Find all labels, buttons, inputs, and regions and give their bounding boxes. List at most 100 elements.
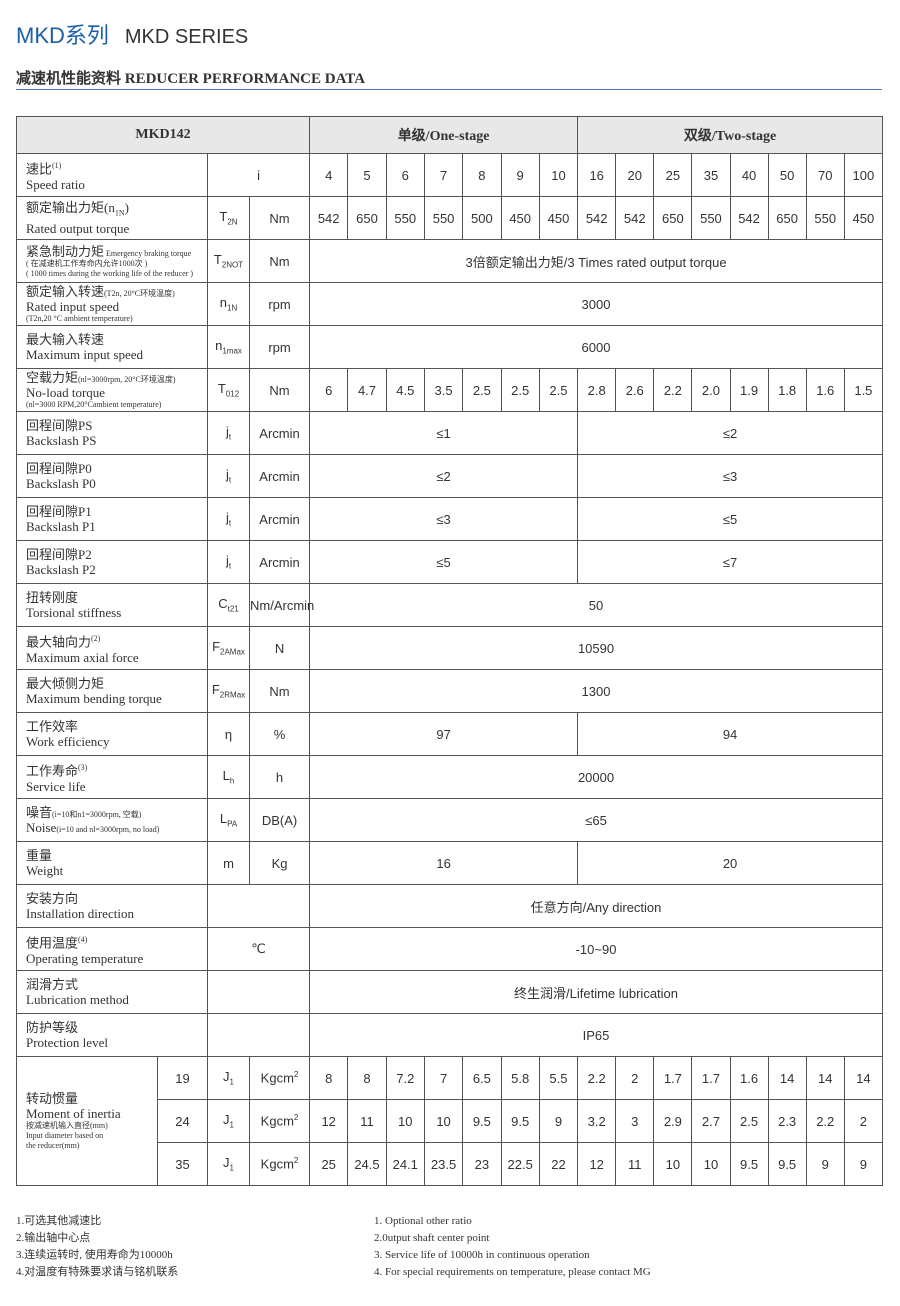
- symbol: F: [212, 639, 221, 655]
- value-cell: 22.5: [500, 1142, 540, 1186]
- unit-cell: DB(A): [248, 798, 311, 842]
- label-zh-text: 紧急制动力矩: [26, 243, 105, 259]
- label-en: Noise(i=10 and nl=3000rpm, no load): [26, 820, 207, 835]
- value-cell: 10: [691, 1142, 731, 1186]
- unit-cell: rpm: [248, 282, 311, 326]
- symbol-sub: 2RMax: [219, 690, 246, 700]
- value-cell: 2: [615, 1056, 655, 1100]
- symbol: T: [219, 209, 228, 225]
- symbol-cell: LPA: [207, 798, 250, 842]
- unit: Kgcm: [260, 1113, 294, 1129]
- table-row: 噪音(i=10和n1=3000rpm, 空载) Noise(i=10 and nl…: [16, 798, 883, 842]
- label-zh: 转动惯量: [26, 1091, 79, 1106]
- value-cell: 9: [500, 153, 540, 197]
- value-cell: 50: [767, 153, 807, 197]
- unit: Kgcm: [260, 1070, 294, 1086]
- label-en: Torsional stiffness: [26, 605, 207, 620]
- input-diameter: 35: [157, 1142, 208, 1186]
- row-label: 润滑方式 Lubrication method: [16, 970, 208, 1014]
- table-row: 回程间隙P2 Backslash P2 jt Arcmin ≤5 ≤7: [16, 540, 883, 584]
- label-en-text: Rated input speed: [26, 299, 120, 314]
- unit: Kgcm: [260, 1156, 294, 1172]
- all-value: 3000: [309, 282, 883, 326]
- value-cell: 500: [462, 196, 502, 240]
- one-stage-value: ≤1: [309, 411, 579, 455]
- symbol-sub: t21: [227, 604, 239, 614]
- label-en-text: Operating temperature: [26, 950, 144, 966]
- label-en: Backslash P2: [26, 562, 207, 577]
- value-cell: 24.1: [385, 1142, 425, 1186]
- value-cell: 14: [843, 1056, 884, 1100]
- value-cell: 2.2: [577, 1056, 617, 1100]
- label-zh: 最大倾侧力矩: [26, 676, 207, 691]
- value-cell: 6: [385, 153, 425, 197]
- label-zh: 防护等级: [26, 1020, 207, 1035]
- two-stage-value: 20: [577, 841, 883, 885]
- footnote-ref: (1): [52, 161, 62, 171]
- label-en: Installation direction: [26, 906, 207, 921]
- symbol: J: [223, 1069, 230, 1085]
- value-cell: 24.5: [347, 1142, 387, 1186]
- label-note: ( 1000 times during the working life of …: [26, 268, 194, 278]
- label-en: Rated input speed: [26, 299, 207, 314]
- symbol-sub: 012: [225, 389, 240, 399]
- footnotes-en: 1. Optional other ratio 2.0utput shaft ce…: [374, 1213, 651, 1281]
- symbol: F: [211, 682, 220, 698]
- one-stage-value: ≤3: [309, 497, 579, 541]
- label-note: (T2n,20 °C ambient temperature): [26, 314, 133, 323]
- unit-cell: N: [248, 626, 311, 670]
- row-label: 紧急制动力矩 Emergency braking torque( 在减速机工作寿…: [16, 239, 208, 283]
- symbol-sub: 2AMax: [220, 647, 245, 657]
- label-en-text: Torsional stiffness: [26, 605, 122, 620]
- symbol-sub: 2N: [227, 217, 238, 227]
- value-cell: 5.5: [538, 1056, 579, 1100]
- unit-cell: Arcmin: [248, 540, 311, 584]
- footnote-ref: (4): [78, 935, 88, 945]
- label-zh: 回程间隙P0: [26, 461, 207, 476]
- label-en: Protection level: [26, 1035, 207, 1050]
- value-cell: 6: [309, 368, 349, 412]
- label-zh-sub: 1N: [114, 208, 125, 218]
- value-cell: 9.5: [729, 1142, 769, 1186]
- label-note: Input diameter based on: [26, 1131, 104, 1140]
- label-zh-tail: ): [124, 200, 129, 216]
- symbol-sub: PA: [227, 819, 238, 829]
- one-stage-value: ≤5: [309, 540, 579, 584]
- label-en: Service life: [26, 779, 207, 794]
- value-cell: 1.9: [729, 368, 769, 412]
- value-cell: 5: [347, 153, 387, 197]
- label-zh-text: 防护等级: [26, 1020, 79, 1035]
- label-zh-note: (nl=3000rpm, 20°C环境温度): [78, 375, 176, 384]
- label-en: Maximum bending torque: [26, 691, 207, 706]
- symbol-cell: J1: [207, 1142, 250, 1186]
- footnote: 3.连续运转时, 使用寿命为10000h: [16, 1249, 173, 1261]
- table-row: 润滑方式 Lubrication method 终生润滑/Lifetime lubr…: [16, 970, 883, 1014]
- label-en-text: Speed ratio: [26, 176, 85, 192]
- row-label: 工作效率 Work efficiency: [16, 712, 208, 756]
- inertia-row: 35 J1 Kgcm2 25 24.5 24.1 23.5 23 22.5 22 12 11 10 10 9…: [17, 1142, 884, 1186]
- symbol-cell: n1max: [207, 325, 250, 369]
- value-cell: 550: [423, 196, 464, 240]
- row-label: 工作寿命(3) Service life: [16, 755, 208, 799]
- all-value: 1300: [309, 669, 883, 713]
- symbol-sub: t: [228, 432, 232, 442]
- value-cell: 650: [653, 196, 693, 240]
- label-zh-text: 噪音: [26, 805, 53, 820]
- table-row: 最大输入转速 Maximum input speed n1max rpm 6000: [16, 325, 883, 369]
- value-cell: 23: [462, 1142, 502, 1186]
- two-stage-value: ≤2: [577, 411, 883, 455]
- label-en-text: Installation direction: [26, 906, 134, 921]
- label-zh: 回程间隙P1: [26, 504, 207, 519]
- symbol: J: [223, 1112, 230, 1128]
- value-cell: 1.7: [691, 1056, 731, 1100]
- one-stage-value: 16: [309, 841, 579, 885]
- unit-cell: Arcmin: [248, 411, 311, 455]
- label-en: Backslash PS: [26, 433, 207, 448]
- symbol: η: [224, 726, 233, 742]
- label-en: No-load torque: [26, 385, 207, 400]
- symbol-sub: 1N: [227, 303, 238, 313]
- symbol-cell: J1: [207, 1099, 250, 1143]
- label-zh: 润滑方式: [26, 977, 207, 992]
- label-zh: 重量: [26, 848, 207, 863]
- value-cell: 550: [385, 196, 425, 240]
